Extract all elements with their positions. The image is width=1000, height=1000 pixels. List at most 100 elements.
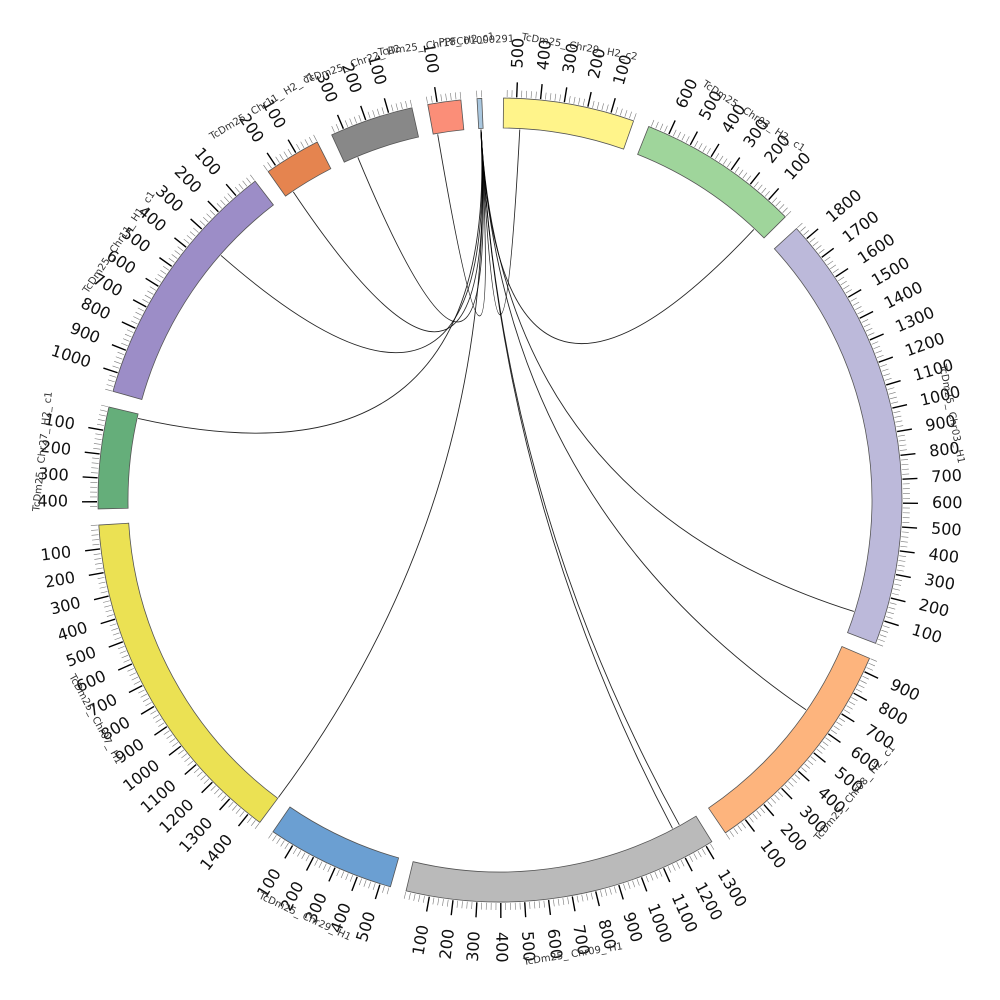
- minor-tick: [210, 785, 216, 791]
- minor-tick: [280, 840, 285, 847]
- minor-tick: [794, 774, 801, 780]
- minor-tick: [227, 193, 233, 199]
- minor-tick: [239, 811, 245, 817]
- minor-tick: [777, 791, 784, 797]
- minor-tick: [368, 881, 372, 889]
- segments-group: [97, 97, 903, 903]
- minor-tick: [104, 605, 112, 608]
- tick-label: 100: [408, 923, 432, 956]
- minor-tick: [93, 443, 101, 445]
- tick-label: 900: [619, 910, 646, 945]
- minor-tick: [217, 792, 223, 798]
- major-tick: [595, 891, 600, 907]
- minor-tick: [442, 898, 444, 906]
- minor-tick: [764, 190, 770, 197]
- tick-label: 1200: [902, 329, 947, 361]
- minor-tick: [748, 816, 754, 823]
- minor-tick: [590, 892, 593, 900]
- minor-tick: [318, 861, 323, 868]
- minor-tick: [788, 781, 794, 787]
- minor-tick: [860, 680, 867, 684]
- minor-tick: [843, 709, 851, 714]
- minor-tick: [838, 276, 845, 282]
- minor-tick: [881, 629, 889, 633]
- minor-tick: [283, 151, 288, 158]
- minor-tick: [845, 289, 852, 294]
- minor-tick: [887, 611, 894, 615]
- minor-tick: [801, 767, 807, 773]
- minor-tick: [461, 901, 463, 909]
- minor-tick: [894, 415, 902, 418]
- minor-tick: [91, 539, 99, 541]
- minor-tick: [697, 850, 702, 858]
- minor-tick: [220, 199, 226, 206]
- minor-tick: [242, 180, 248, 187]
- tick-label: 600: [544, 928, 567, 961]
- minor-tick: [898, 560, 906, 562]
- minor-tick: [785, 210, 792, 217]
- minor-tick: [98, 581, 106, 584]
- major-tick: [900, 452, 916, 457]
- minor-tick: [809, 237, 816, 243]
- minor-tick: [91, 467, 99, 469]
- segment-tcdm25-chr18-h2-c1: [427, 99, 465, 135]
- major-tick: [768, 187, 780, 201]
- minor-tick: [636, 878, 640, 886]
- major-tick: [821, 247, 835, 258]
- minor-tick: [767, 801, 773, 807]
- minor-tick: [200, 775, 206, 781]
- minor-tick: [843, 285, 850, 290]
- minor-tick: [659, 123, 664, 131]
- minor-tick: [850, 297, 857, 302]
- major-tick: [225, 183, 237, 196]
- minor-tick: [729, 830, 735, 837]
- major-tick: [121, 321, 136, 329]
- minor-tick: [900, 459, 909, 461]
- minor-tick: [372, 883, 376, 890]
- minor-tick: [363, 880, 367, 887]
- minor-tick: [301, 852, 306, 859]
- minor-tick: [901, 536, 909, 538]
- minor-tick: [852, 301, 860, 306]
- minor-tick: [456, 900, 459, 908]
- minor-tick: [855, 306, 862, 311]
- minor-tick: [554, 93, 557, 101]
- minor-tick: [304, 139, 309, 146]
- major-tick: [85, 548, 101, 552]
- major-tick: [93, 595, 109, 601]
- minor-tick: [174, 250, 181, 255]
- major-tick: [108, 641, 124, 648]
- major-tick: [100, 618, 116, 625]
- major-tick: [710, 143, 720, 158]
- major-tick: [305, 856, 315, 871]
- segment-tcdm25-chr27-h2-c1: [97, 406, 139, 510]
- minor-tick: [619, 108, 623, 116]
- minor-tick: [757, 184, 763, 191]
- minor-tick: [263, 164, 268, 171]
- major-tick: [705, 845, 715, 860]
- tick-label: 400: [533, 39, 555, 71]
- minor-tick: [238, 183, 244, 190]
- major-tick: [328, 867, 336, 882]
- segment-tcdm25-chr09-h1: [405, 815, 713, 903]
- segment-tcdm25-chr03-h1: [773, 227, 903, 644]
- minor-tick: [100, 591, 108, 594]
- minor-tick: [576, 895, 579, 903]
- minor-tick: [756, 810, 762, 817]
- major-tick: [744, 819, 756, 833]
- minor-tick: [871, 341, 879, 345]
- minor-tick: [138, 689, 145, 694]
- minor-tick: [145, 702, 152, 707]
- tick-label: 300: [559, 42, 583, 75]
- minor-tick: [836, 721, 843, 727]
- minor-tick: [746, 175, 752, 182]
- minor-tick: [858, 684, 865, 689]
- segment-ppfc01000291: [476, 97, 484, 130]
- minor-tick: [246, 177, 251, 184]
- minor-tick: [126, 329, 134, 333]
- minor-tick: [409, 99, 413, 107]
- minor-tick: [400, 102, 403, 110]
- tick-label: 700: [931, 466, 962, 487]
- minor-tick: [109, 374, 117, 378]
- minor-tick: [390, 104, 394, 112]
